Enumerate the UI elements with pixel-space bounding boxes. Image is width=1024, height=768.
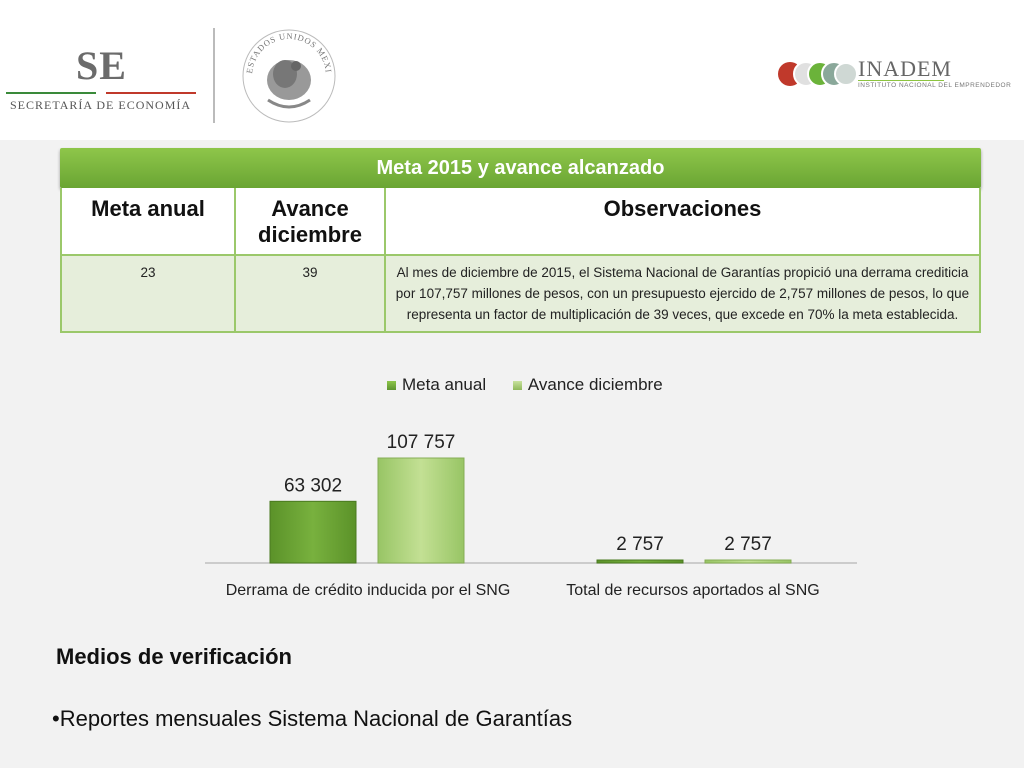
legend-item-meta-anual: Meta anual bbox=[387, 375, 486, 395]
table-header-row: Meta anual Avance diciembre Observacione… bbox=[60, 188, 981, 255]
se-logo-text: SE bbox=[76, 43, 127, 88]
legend-item-avance-diciembre: Avance diciembre bbox=[512, 375, 663, 395]
data-label-meta-anual-1: 2 757 bbox=[616, 534, 664, 555]
category-label-1: Total de recursos aportados al SNG bbox=[566, 582, 819, 599]
se-logo-subtitle: SECRETARÍA DE ECONOMÍA bbox=[10, 98, 192, 112]
bar-avance-diciembre-1 bbox=[704, 559, 792, 564]
header-avance-diciembre: Avance diciembre bbox=[234, 188, 386, 255]
bar-meta-anual-0 bbox=[269, 500, 357, 564]
cell-avance-diciembre: 39 bbox=[234, 254, 386, 333]
mexican-seal-icon: ESTADOS UNIDOS MEXICANOS bbox=[238, 22, 336, 123]
inadem-logo: INADEM INSTITUTO NACIONAL DEL EMPRENDEDO… bbox=[776, 54, 1011, 94]
data-label-meta-anual-0: 63 302 bbox=[284, 475, 342, 496]
data-label-avance-diciembre-0: 107 757 bbox=[387, 432, 456, 453]
cell-meta-anual: 23 bbox=[60, 254, 236, 333]
inadem-underline bbox=[858, 80, 944, 81]
inadem-name: INADEM bbox=[858, 56, 952, 81]
data-label-avance-diciembre-1: 2 757 bbox=[724, 534, 772, 555]
header-meta-anual: Meta anual bbox=[60, 188, 236, 255]
legend-label-meta-anual: Meta anual bbox=[402, 375, 487, 394]
category-label-0: Derrama de crédito inducida por el SNG bbox=[226, 582, 511, 599]
legend-swatch-meta-anual bbox=[387, 381, 396, 391]
legend-swatch-avance-diciembre bbox=[512, 381, 522, 391]
table-title: Meta 2015 y avance alcanzado bbox=[60, 148, 981, 188]
inadem-circles-icon bbox=[778, 61, 856, 87]
bar-avance-diciembre-0 bbox=[377, 457, 465, 564]
goal-table: Meta 2015 y avance alcanzado Meta anual … bbox=[60, 148, 981, 333]
header-observaciones: Observaciones bbox=[384, 188, 981, 255]
se-logo-red-line bbox=[106, 92, 196, 94]
legend-label-avance-diciembre: Avance diciembre bbox=[527, 375, 663, 394]
inadem-subtitle: INSTITUTO NACIONAL DEL EMPRENDEDOR bbox=[858, 82, 1012, 89]
bar-meta-anual-1 bbox=[596, 559, 684, 564]
table: Meta anual Avance diciembre Observacione… bbox=[60, 188, 981, 333]
cell-observaciones: Al mes de diciembre de 2015, el Sistema … bbox=[384, 254, 981, 333]
verification-title: Medios de verificación bbox=[56, 644, 292, 669]
verification-item: •Reportes mensuales Sistema Nacional de … bbox=[52, 706, 573, 731]
header-divider bbox=[213, 28, 215, 123]
header: SE SECRETARÍA DE ECONOMÍA ESTADOS UNIDOS… bbox=[0, 0, 1024, 140]
se-logo-green-line bbox=[6, 92, 96, 94]
table-row: 23 39 Al mes de diciembre de 2015, el Si… bbox=[60, 254, 981, 333]
se-logo: SE SECRETARÍA DE ECONOMÍA bbox=[6, 40, 196, 120]
chart-legend: Meta anual Avance diciembre bbox=[387, 375, 685, 395]
